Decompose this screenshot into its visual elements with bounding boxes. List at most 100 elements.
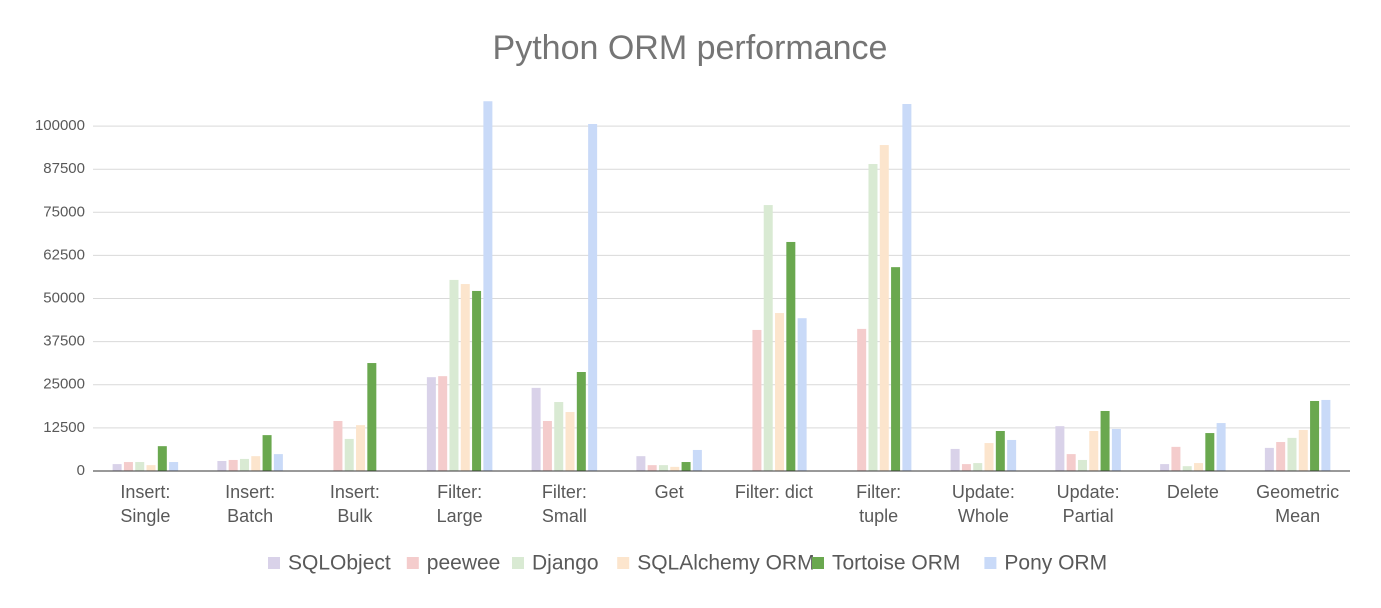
bar <box>681 462 691 471</box>
bar <box>1298 429 1308 471</box>
y-tick-label: 50000 <box>43 290 85 307</box>
bar <box>472 290 482 471</box>
legend-swatch <box>984 557 997 569</box>
bar <box>1100 410 1110 471</box>
bar <box>868 164 878 472</box>
bar <box>123 462 133 471</box>
chart-title: Python ORM performance <box>493 29 888 67</box>
bar <box>426 377 436 471</box>
bar <box>1194 463 1204 471</box>
bar <box>636 456 646 471</box>
bar <box>1287 437 1297 471</box>
x-tick-label: Insert: Batch <box>225 482 275 526</box>
bar <box>1171 446 1181 471</box>
bar <box>273 454 283 471</box>
bar <box>169 462 179 471</box>
bar <box>438 376 448 471</box>
legend-label: Django <box>532 552 599 575</box>
bar <box>786 241 796 471</box>
bar <box>1007 439 1017 471</box>
y-tick-label: 87500 <box>43 160 85 177</box>
y-tick-label: 37500 <box>43 333 85 350</box>
bar <box>857 328 867 471</box>
x-tick-label: Insert: Bulk <box>330 482 380 526</box>
bar <box>157 446 167 471</box>
bar <box>356 425 366 471</box>
bar <box>333 420 343 471</box>
legend-label: SQLAlchemy ORM <box>637 552 814 575</box>
bar <box>647 465 657 471</box>
bar <box>460 284 470 471</box>
bar <box>950 448 960 471</box>
bar <box>112 464 122 471</box>
bar <box>670 466 680 471</box>
bar <box>891 267 901 471</box>
bar <box>344 438 354 471</box>
x-tick-label: Insert: Single <box>120 482 170 526</box>
bar <box>228 459 238 471</box>
x-tick-label: Geometric Mean <box>1256 482 1339 526</box>
bar <box>961 464 971 471</box>
bar <box>367 363 377 471</box>
bar <box>797 318 807 471</box>
x-tick-label: Filter: dict <box>735 482 813 502</box>
legend-swatch <box>268 557 280 569</box>
bar <box>1276 442 1286 471</box>
bar <box>775 313 785 471</box>
y-tick-label: 75000 <box>43 203 85 220</box>
bar <box>1077 459 1087 471</box>
legend-swatch <box>617 557 630 569</box>
bar <box>588 124 598 471</box>
bar <box>565 412 575 471</box>
bar <box>1066 454 1076 471</box>
bar <box>449 279 459 471</box>
y-tick-label: 100000 <box>35 117 85 134</box>
y-tick-label: 12500 <box>43 419 85 436</box>
bar <box>1310 400 1320 471</box>
x-tick-label: Update: Partial <box>1057 482 1120 526</box>
bar <box>1264 447 1274 471</box>
bar <box>135 462 145 471</box>
x-tick-label: Filter: tuple <box>856 482 901 526</box>
bar <box>262 435 272 471</box>
legend-label: SQLObject <box>288 552 391 575</box>
y-tick-label: 62500 <box>43 246 85 263</box>
bar <box>1205 433 1215 471</box>
bar <box>146 465 156 471</box>
bar <box>217 460 227 471</box>
x-tick-label: Update: Whole <box>952 482 1015 526</box>
legend-swatch <box>406 557 419 569</box>
y-tick-label: 25000 <box>43 376 85 393</box>
bar <box>984 443 994 471</box>
bar <box>531 387 541 471</box>
bar <box>554 402 564 471</box>
x-tick-label: Filter: Small <box>542 482 587 526</box>
bar <box>763 205 773 471</box>
legend-swatch <box>812 557 824 569</box>
bar <box>483 101 493 471</box>
y-tick-label: 0 <box>77 462 85 479</box>
bar <box>1182 466 1192 471</box>
bar <box>995 430 1005 471</box>
bar <box>692 449 702 471</box>
bar <box>239 458 249 471</box>
bar <box>1160 464 1170 471</box>
bar <box>542 420 552 471</box>
bar <box>1216 423 1226 471</box>
bar <box>1321 399 1331 471</box>
bar <box>251 456 261 471</box>
bar <box>658 465 668 471</box>
bar <box>902 104 912 471</box>
legend-label: Tortoise ORM <box>832 552 960 575</box>
x-tick-label: Get <box>655 482 684 502</box>
bar <box>752 329 762 471</box>
bar <box>1089 430 1099 471</box>
bar <box>879 145 889 471</box>
x-tick-label: Delete <box>1167 482 1219 502</box>
bar <box>1055 426 1065 471</box>
bar <box>973 463 983 471</box>
legend-label: Pony ORM <box>1004 552 1107 575</box>
bar <box>1111 428 1121 471</box>
legend-swatch <box>512 557 524 569</box>
